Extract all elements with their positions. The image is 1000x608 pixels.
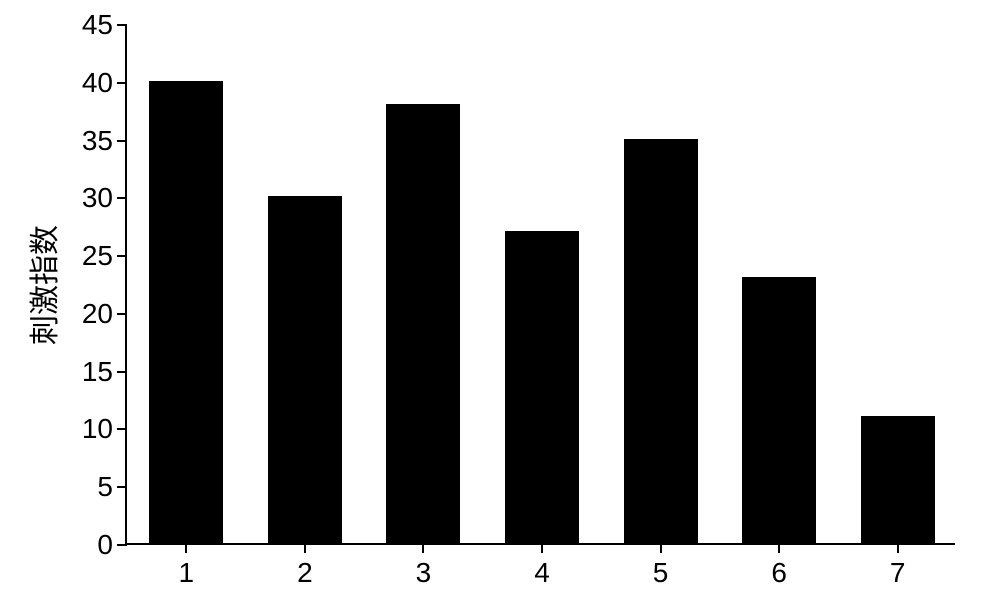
bar: [861, 416, 935, 543]
y-tick-label: 40: [82, 67, 113, 99]
y-tick-label: 20: [82, 298, 113, 330]
y-tick-label: 10: [82, 413, 113, 445]
bar: [624, 139, 698, 543]
x-tick-label: 3: [416, 557, 432, 589]
y-tick: [117, 197, 127, 199]
y-tick: [117, 24, 127, 26]
y-tick: [117, 140, 127, 142]
x-tick: [660, 543, 662, 553]
bar: [268, 196, 342, 543]
bar: [505, 231, 579, 543]
y-tick: [117, 82, 127, 84]
x-tick: [897, 543, 899, 553]
x-tick: [541, 543, 543, 553]
bar: [386, 104, 460, 543]
y-tick: [117, 371, 127, 373]
y-axis-label: 刺激指数: [20, 225, 64, 345]
x-tick-label: 7: [890, 557, 906, 589]
x-tick: [422, 543, 424, 553]
y-tick: [117, 313, 127, 315]
y-tick: [117, 255, 127, 257]
y-tick: [117, 486, 127, 488]
x-tick: [304, 543, 306, 553]
y-tick-label: 5: [97, 471, 113, 503]
y-tick: [117, 428, 127, 430]
y-tick: [117, 544, 127, 546]
chart-container: 0510152025303540451234567 刺激指数: [0, 0, 1000, 608]
y-tick-label: 45: [82, 9, 113, 41]
x-tick-label: 6: [771, 557, 787, 589]
y-tick-label: 0: [97, 529, 113, 561]
x-tick: [185, 543, 187, 553]
y-tick-label: 15: [82, 356, 113, 388]
bar: [149, 81, 223, 543]
y-tick-label: 25: [82, 240, 113, 272]
x-tick-label: 2: [297, 557, 313, 589]
x-tick: [778, 543, 780, 553]
x-tick-label: 5: [653, 557, 669, 589]
x-tick-label: 1: [179, 557, 195, 589]
x-tick-label: 4: [534, 557, 550, 589]
y-tick-label: 30: [82, 182, 113, 214]
y-tick-label: 35: [82, 125, 113, 157]
bar: [742, 277, 816, 543]
plot-area: 0510152025303540451234567: [125, 25, 955, 545]
